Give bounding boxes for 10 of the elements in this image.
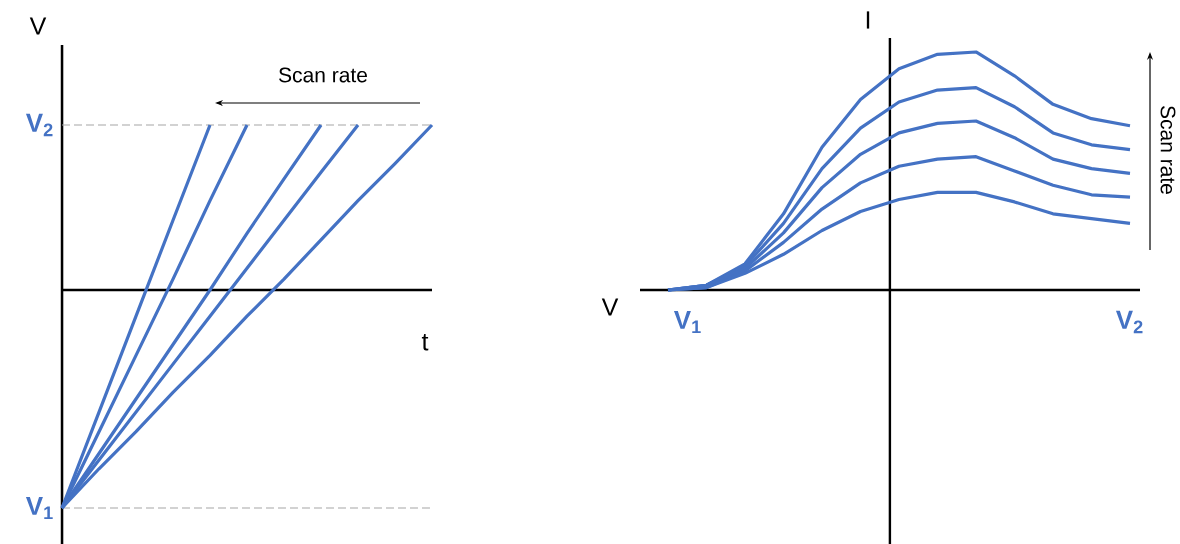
- text: Scan rate: [279, 67, 367, 83]
- x-axis-title: t: [421, 334, 429, 351]
- text: Scan rate: [1160, 105, 1176, 194]
- ref-line-label: V$_{1}$: [25, 496, 53, 520]
- ref-line-label: V$_{2}$: [25, 113, 53, 137]
- text: V$_{1}$: [673, 310, 701, 334]
- x-axis-title: V: [601, 298, 619, 316]
- y-axis-title: I: [866, 11, 870, 29]
- y-axis-title: V: [29, 17, 47, 35]
- text: V$_{2}$: [1115, 310, 1143, 334]
